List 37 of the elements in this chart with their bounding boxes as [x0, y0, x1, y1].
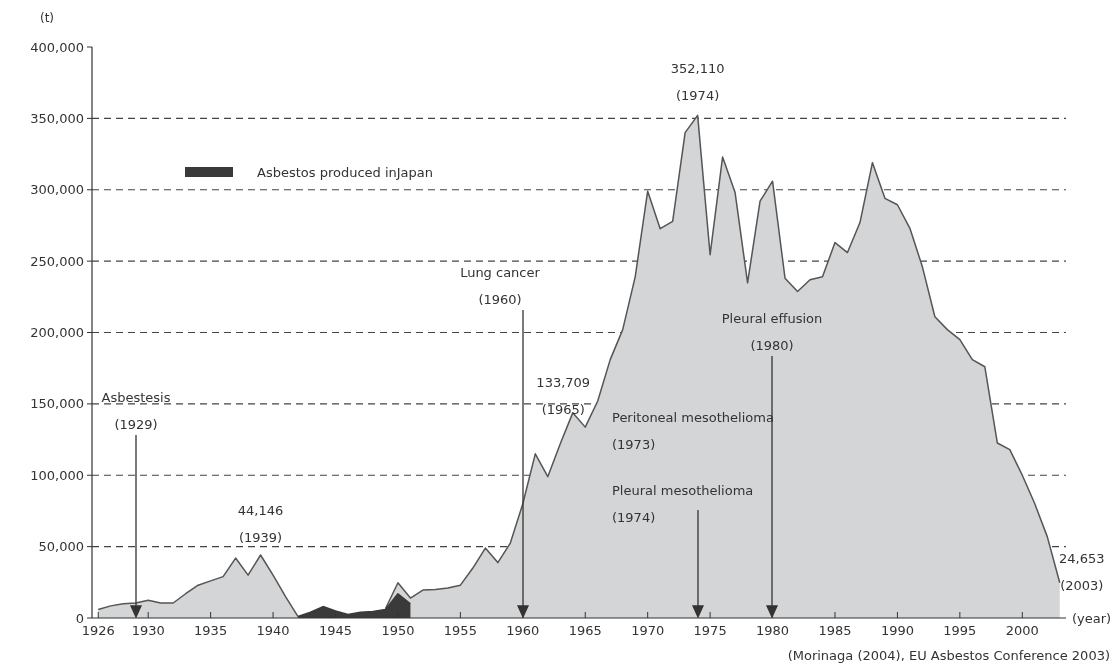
x-tick-label: 1935	[194, 623, 228, 638]
annotation: 24,653 (2003)	[1059, 550, 1105, 593]
y-tick-label: 350,000	[30, 110, 84, 126]
y-tick-label: 300,000	[30, 182, 84, 198]
text: (Morinaga (2004), EU Asbestos Conference 2003)	[787, 648, 1110, 663]
annotation: 133,709 (1965)	[536, 375, 591, 418]
y-tick-label: 400,000	[30, 39, 84, 55]
y-tick-label: 200,000	[30, 325, 84, 341]
x-tick-label: 1975	[693, 623, 727, 638]
legend-label: Asbestos produced inJapan	[257, 164, 434, 180]
annotation: 44,146 (1939)	[237, 502, 284, 545]
annotation: Lung cancer (1960)	[460, 265, 541, 307]
x-tick-label: 1995	[943, 623, 977, 638]
annotation: Pleural effusion (1980)	[721, 311, 823, 353]
x-axis-title: (year)	[1072, 611, 1112, 626]
x-tick-label: 1960	[506, 623, 540, 638]
y-tick-label: 100,000	[30, 467, 84, 483]
x-tick-label: 1945	[318, 623, 353, 638]
x-tick-label: 1950	[381, 623, 415, 638]
y-axis-title: (t)	[39, 11, 55, 25]
annotation: 352,110 (1974)	[670, 61, 725, 104]
x-tick-label: 1926	[81, 623, 115, 638]
x-tick-label: 2000	[1005, 623, 1039, 638]
x-tick-label: 1940	[256, 623, 290, 638]
y-tick-label: 50,000	[38, 539, 84, 555]
x-tick-label: 1930	[131, 623, 165, 638]
annotation: Asbestesis (1929)	[101, 390, 171, 432]
x-tick-label: 1970	[631, 623, 665, 638]
y-tick-label: 150,000	[30, 396, 84, 412]
x-tick-label: 1955	[443, 623, 477, 638]
annotation: Pleural mesothelioma (1974)	[612, 483, 754, 525]
x-tick-label: 1990	[880, 623, 914, 638]
x-tick-label: 1965	[568, 623, 602, 638]
y-tick-label: 0	[75, 610, 84, 626]
y-tick-label: 250,000	[30, 253, 84, 269]
x-tick-label: 1985	[818, 623, 852, 638]
x-tick-label: 1980	[756, 623, 790, 638]
